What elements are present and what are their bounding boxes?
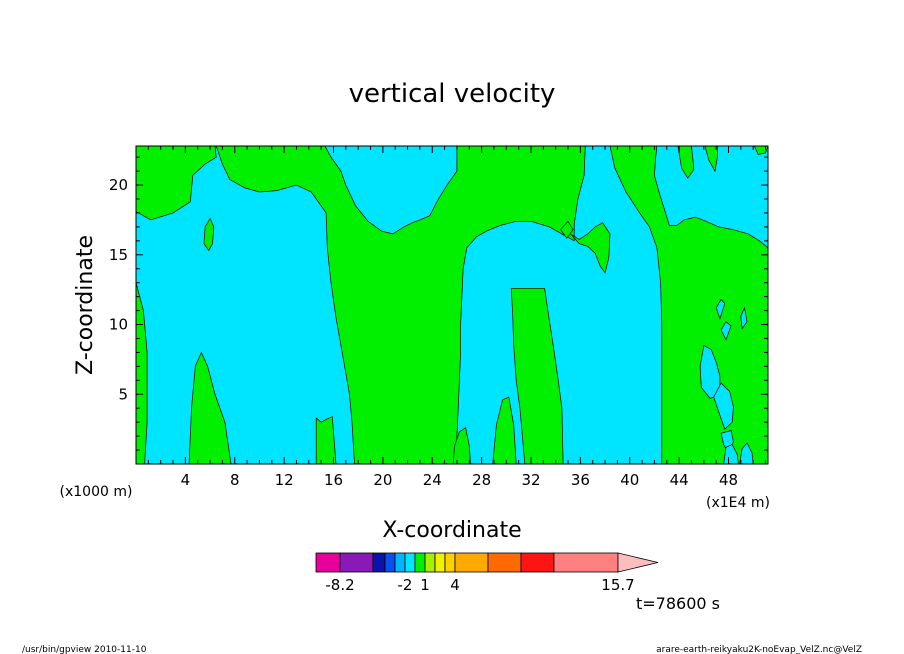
y-axis-label: Z-coordinate (73, 235, 98, 375)
positive-velocity-region-5 (215, 145, 586, 465)
x-tick-label: 4 (181, 471, 191, 489)
colorbar-swatch (454, 552, 489, 573)
negative-velocity-island-1 (720, 321, 732, 341)
plot-frame (135, 145, 769, 465)
colorbar: -8.2 -2 1 4 15.7 (315, 552, 659, 594)
contour-field (135, 145, 769, 465)
colorbar-swatch (339, 552, 374, 573)
colorbar-swatch (394, 552, 406, 573)
y-tick-label: 20 (109, 176, 128, 194)
chart-title: vertical velocity (349, 79, 556, 109)
colorbar-swatch (424, 552, 436, 573)
x-unit-left-label: (x1000 m) (60, 484, 133, 500)
x-tick-label: 36 (571, 471, 590, 489)
positive-velocity-region-6 (570, 222, 611, 274)
colorbar-swatch (444, 552, 456, 573)
x-tick-label: 40 (620, 471, 639, 489)
colorbar-swatch (553, 552, 619, 573)
colorbar-label: -8.2 (325, 576, 354, 594)
colorbar-swatch (404, 552, 416, 573)
footer-left-text: /usr/bin/gpview 2010-11-10 (22, 645, 147, 654)
y-tick-label: 15 (109, 246, 128, 264)
x-tick-label: 16 (324, 471, 343, 489)
positive-velocity-region-3 (315, 416, 337, 465)
colorbar-swatch (487, 552, 522, 573)
colorbar-label: -2 (398, 576, 413, 594)
x-tick-label: 44 (670, 471, 689, 489)
colorbar-swatch (372, 552, 386, 573)
colorbar-swatch (520, 552, 555, 573)
y-tick-label: 5 (118, 385, 128, 403)
x-unit-right-label: (x1E4 m) (706, 495, 770, 511)
positive-velocity-region-2 (203, 217, 215, 252)
y-tick-label: 10 (109, 316, 128, 334)
x-tick-label: 24 (423, 471, 442, 489)
colorbar-label: 1 (420, 576, 430, 594)
x-axis-label: X-coordinate (382, 518, 521, 543)
colorbar-swatch (315, 552, 341, 573)
x-tick-label: 28 (472, 471, 491, 489)
colorbar-label: 15.7 (601, 576, 634, 594)
colorbar-swatch (384, 552, 396, 573)
colorbar-swatch (414, 552, 426, 573)
x-tick-label: 48 (719, 471, 738, 489)
positive-velocity-region-4 (135, 145, 217, 221)
negative-velocity-island-0 (715, 298, 726, 321)
colorbar-swatch (434, 552, 446, 573)
footer-right-text: arare-earth-reikyaku2K-noEvap_VelZ.nc@Ve… (656, 645, 862, 654)
positive-velocity-region-8 (609, 145, 769, 465)
negative-velocity-island-6 (740, 306, 748, 330)
positive-velocity-region-7 (560, 220, 574, 239)
negative-velocity-island-3 (713, 382, 734, 430)
colorbar-arrow (617, 552, 659, 573)
x-tick-label: 32 (521, 471, 540, 489)
x-tick-label: 8 (230, 471, 240, 489)
colorbar-label: 4 (450, 576, 460, 594)
x-tick-label: 12 (275, 471, 294, 489)
x-tick-label: 20 (373, 471, 392, 489)
positive-velocity-region-1 (188, 351, 232, 465)
time-label: t=78600 s (636, 594, 720, 613)
positive-velocity-region-12 (510, 287, 564, 465)
